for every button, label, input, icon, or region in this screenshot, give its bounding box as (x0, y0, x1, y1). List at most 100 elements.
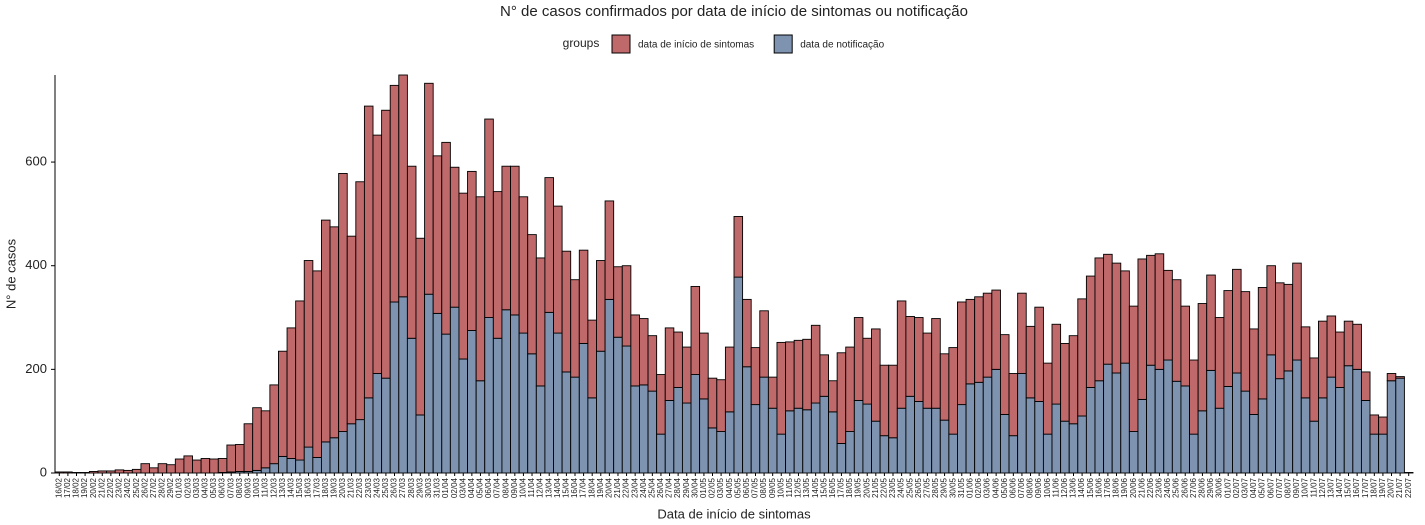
bar-segment (793, 339, 804, 409)
x-tick-label: 29/05 (940, 477, 949, 498)
bar-segment (1163, 269, 1173, 361)
y-axis-title: N° de casos (3, 238, 18, 309)
bar-segment (303, 260, 314, 448)
x-tick-label: 10/03 (252, 477, 261, 498)
bar-segment (1403, 472, 1414, 474)
bar-segment (398, 296, 408, 474)
bar-segment (733, 216, 744, 278)
x-tick-label: 07/04 (493, 477, 502, 498)
bar-segment (1335, 331, 1345, 388)
x-tick-label: 19/07 (1378, 477, 1387, 498)
bar-segment (914, 401, 924, 474)
bar-segment (639, 318, 649, 386)
bar-segment (793, 407, 804, 474)
y-tick-label: 400 (25, 257, 47, 272)
bar-segment (759, 376, 769, 474)
x-tick-label: 08/04 (501, 477, 510, 498)
bar-segment (1360, 371, 1371, 401)
bar-segment (209, 458, 219, 474)
bar-segment (639, 384, 649, 474)
bar-segment (982, 292, 993, 378)
bar-segment (381, 109, 391, 379)
x-tick-label: 25/02 (132, 477, 141, 498)
bar-segment (1266, 354, 1276, 474)
bar-segment (750, 404, 761, 474)
x-tick-label: 11/05 (785, 477, 794, 497)
x-tick-label: 05/06 (1000, 477, 1009, 498)
x-tick-label: 12/07 (1318, 477, 1327, 498)
x-tick-label: 07/05 (751, 477, 760, 498)
bar-segment (1386, 380, 1397, 474)
bar-segment (467, 170, 477, 331)
bar-segment (905, 316, 915, 397)
x-tick-label: 04/03 (201, 477, 210, 498)
bar-segment (733, 276, 744, 474)
x-tick-label: 15/05 (819, 477, 828, 498)
x-tick-label: 18/06 (1112, 477, 1121, 498)
bar-segment (1120, 362, 1130, 474)
bar-segment (269, 384, 279, 465)
x-tick-label: 19/03 (329, 477, 338, 498)
bar-segment (1369, 433, 1380, 474)
x-tick-label: 23/03 (364, 477, 373, 498)
x-tick-label: 28/05 (931, 477, 940, 498)
bar-segment (742, 366, 752, 474)
x-tick-label: 17/05 (837, 477, 846, 498)
bar-segment (664, 327, 675, 401)
bar-segment (1300, 397, 1311, 474)
x-tick-label: 29/04 (682, 477, 691, 498)
bar-segment (1146, 254, 1156, 366)
x-tick-label: 25/06 (1172, 477, 1181, 498)
x-tick-label: 18/05 (845, 477, 854, 498)
x-tick-label: 17/04 (579, 477, 588, 498)
x-tick-label: 18/03 (321, 477, 330, 498)
bar-segment (656, 433, 666, 474)
x-tick-label: 30/05 (948, 477, 957, 498)
bar-segment (621, 345, 632, 474)
x-tick-label: 09/03 (243, 477, 252, 498)
legend-title: groups (563, 36, 600, 50)
bar-segment (1094, 380, 1105, 474)
x-tick-label: 30/06 (1215, 477, 1224, 498)
y-tick-label: 0 (40, 464, 47, 479)
x-tick-label: 16/03 (304, 477, 313, 498)
bar-segment (879, 364, 890, 437)
bar-segment (570, 279, 580, 378)
bar-segment (1180, 305, 1190, 387)
bar-segment (673, 331, 683, 388)
x-tick-label: 11/03 (261, 477, 270, 497)
bar-segment (948, 347, 958, 435)
bar-segment (1034, 401, 1044, 474)
bar-segment (965, 298, 976, 385)
x-tick-label: 01/03 (175, 477, 184, 498)
bar-segment (88, 470, 99, 474)
bar-segment (896, 407, 907, 474)
bar-segment (1189, 359, 1199, 435)
bar-segment (1146, 364, 1156, 474)
bar-segment (1326, 315, 1337, 378)
bar-segment (80, 472, 90, 474)
bar-segment (1154, 368, 1165, 474)
x-tick-label: 31/03 (433, 477, 442, 498)
bar-segment (1025, 397, 1036, 474)
x-tick-label: 12/06 (1060, 477, 1069, 498)
bar-segment (346, 235, 357, 425)
bar-segment (965, 383, 976, 474)
x-tick-label: 16/06 (1094, 477, 1103, 498)
x-tick-label: 10/07 (1301, 477, 1310, 498)
bar-segment (888, 437, 898, 474)
bar-segment (879, 435, 890, 474)
bar-segment (174, 458, 185, 474)
y-tick-label: 600 (25, 154, 47, 169)
x-tick-label: 14/05 (811, 477, 820, 498)
bar-segment (484, 118, 494, 318)
bar-segment (656, 374, 666, 435)
x-tick-label: 04/04 (467, 477, 476, 498)
bar-segment (501, 309, 511, 474)
bar-segment (991, 368, 1001, 474)
x-tick-label: 30/04 (690, 477, 699, 498)
y-tick-label: 200 (25, 361, 47, 376)
bar-segment (896, 300, 907, 409)
bar-segment (406, 165, 417, 339)
x-tick-label: 23/06 (1155, 477, 1164, 498)
